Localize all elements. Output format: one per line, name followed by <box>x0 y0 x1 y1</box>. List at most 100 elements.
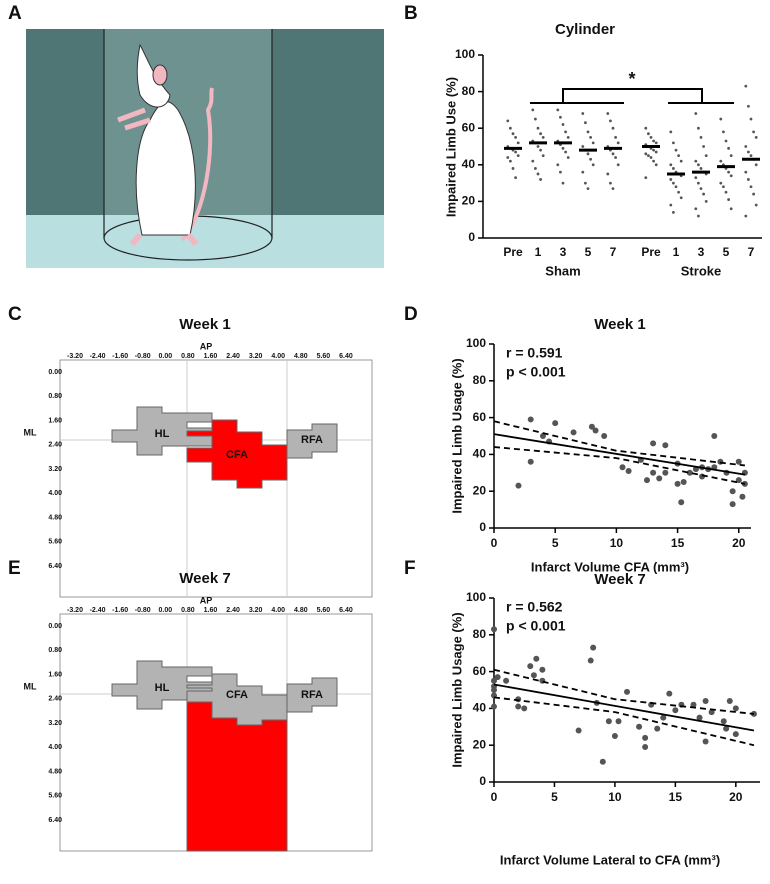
region-label: CFA <box>226 449 248 461</box>
y-axis-label: Impaired Limb Use (%) <box>443 77 458 217</box>
data-point <box>727 170 730 174</box>
ap-tick-label: 0.00 <box>159 353 173 360</box>
data-point <box>584 181 587 185</box>
x-tick-label: 15 <box>671 536 685 550</box>
data-point <box>747 150 750 154</box>
data-point <box>729 501 736 508</box>
data-point <box>699 187 703 190</box>
y-tick-label: 0 <box>468 230 475 244</box>
data-point <box>699 167 703 170</box>
ap-tick-label: -3.20 <box>67 607 83 614</box>
data-point <box>719 181 723 185</box>
stat-annotation: r = 0.591 <box>506 345 563 361</box>
ap-tick-label: 2.40 <box>226 353 240 360</box>
ml-tick-label: 4.80 <box>48 514 62 521</box>
ml-tick-label: 2.40 <box>48 442 62 449</box>
region-label: RFA <box>301 434 323 446</box>
cortical-region <box>286 677 338 713</box>
panel-label: E <box>8 558 21 579</box>
ap-tick-label: 3.20 <box>249 353 263 360</box>
y-tick-label: 80 <box>473 627 487 641</box>
data-point <box>677 154 680 158</box>
ap-tick-label: -1.60 <box>112 353 128 360</box>
data-point <box>672 707 679 714</box>
ap-tick-label: 6.40 <box>339 353 353 360</box>
data-point <box>662 442 669 449</box>
data-point <box>754 203 758 207</box>
ml-tick-label: 1.60 <box>48 417 62 424</box>
data-point <box>491 703 497 710</box>
data-point <box>726 698 733 705</box>
ml-tick-label: 6.40 <box>48 817 62 824</box>
data-point <box>679 159 683 163</box>
data-point <box>704 200 708 203</box>
data-point <box>494 674 501 681</box>
data-point <box>541 154 545 158</box>
data-point <box>644 152 648 156</box>
y-tick-label: 60 <box>462 120 476 134</box>
data-point <box>747 178 750 181</box>
data-point <box>752 192 755 196</box>
data-point <box>729 207 733 211</box>
data-point <box>647 154 650 158</box>
regression-line <box>493 683 755 732</box>
ear <box>152 64 168 86</box>
data-point <box>531 108 535 112</box>
y-tick-label: 20 <box>473 737 487 751</box>
ml-tick-label: 0.00 <box>48 623 62 630</box>
data-point <box>690 701 697 708</box>
data-point <box>536 172 540 176</box>
data-point <box>739 493 746 500</box>
data-point <box>702 738 709 745</box>
group-label: Stroke <box>681 263 721 278</box>
data-point <box>672 167 675 170</box>
data-point <box>647 132 650 136</box>
ap-tick-label: 0.80 <box>181 607 195 614</box>
data-point <box>605 718 612 725</box>
data-point <box>702 145 705 148</box>
confidence-band <box>493 668 755 715</box>
hindpaws <box>129 233 199 246</box>
stat-annotation: r = 0.562 <box>506 599 563 615</box>
data-point <box>539 132 542 136</box>
ml-axis-label: ML <box>24 427 37 437</box>
ap-tick-label: -1.60 <box>112 607 128 614</box>
ap-tick-label: -3.20 <box>67 353 83 360</box>
data-point <box>587 657 594 664</box>
y-tick-label: 100 <box>466 590 486 604</box>
data-point <box>680 479 687 485</box>
data-point <box>697 214 700 218</box>
data-point <box>586 130 590 134</box>
data-point <box>649 135 653 139</box>
ml-tick-label: 0.80 <box>48 647 62 654</box>
y-tick-label: 60 <box>473 410 487 424</box>
data-point <box>729 488 736 495</box>
data-point <box>531 159 535 163</box>
data-point <box>534 167 537 170</box>
body <box>135 101 196 236</box>
y-tick-label: 80 <box>462 84 476 98</box>
x-tick-label: 1 <box>673 245 680 259</box>
data-point <box>503 677 510 684</box>
data-point <box>729 174 733 178</box>
data-point <box>536 126 540 130</box>
data-point <box>619 464 626 471</box>
cortical-region <box>111 406 213 456</box>
confidence-band <box>493 446 746 485</box>
data-point <box>611 152 615 156</box>
data-point <box>708 709 715 716</box>
x-tick-label: 5 <box>551 790 558 804</box>
data-point <box>727 146 730 150</box>
data-point <box>744 170 748 174</box>
data-point <box>586 152 590 156</box>
data-point <box>744 145 748 148</box>
data-point <box>711 433 718 439</box>
x-axis-label: Infarct Volume Lateral to CFA (mm³) <box>500 852 720 867</box>
data-point <box>559 115 562 119</box>
stat-annotation: p < 0.001 <box>506 364 566 380</box>
ap-tick-label: 4.00 <box>271 607 285 614</box>
ml-tick-label: 1.60 <box>48 671 62 678</box>
data-point <box>506 119 510 123</box>
data-point <box>754 135 758 139</box>
